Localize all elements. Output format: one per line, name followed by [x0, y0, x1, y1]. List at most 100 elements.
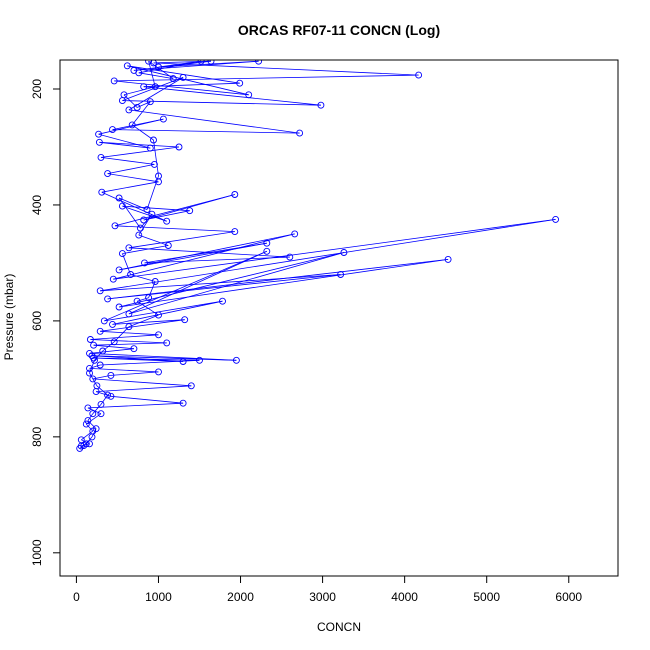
data-point	[125, 310, 133, 318]
series-segment	[114, 74, 419, 82]
series-segment	[138, 213, 153, 236]
series-segment	[153, 139, 159, 177]
series-segment	[104, 250, 267, 322]
data-point	[151, 83, 159, 91]
data-point	[115, 194, 123, 202]
series-segment	[128, 247, 290, 258]
series-segment	[127, 65, 249, 96]
data-point	[146, 98, 154, 106]
series-segment	[96, 385, 192, 392]
series-segment	[138, 234, 169, 246]
data-point	[135, 231, 143, 239]
y-axis-title: Pressure (mbar)	[2, 274, 16, 361]
x-tick-label: 4000	[391, 590, 418, 604]
data-point	[96, 287, 104, 295]
data-point	[196, 356, 203, 364]
data-point	[77, 442, 85, 450]
y-tick-label: 1000	[30, 539, 44, 566]
plot-area	[76, 60, 560, 452]
series-segment	[128, 77, 184, 111]
data-point	[107, 392, 115, 400]
series-group	[76, 60, 560, 452]
data-point	[133, 297, 141, 305]
series-segment	[136, 101, 151, 108]
y-tick-label: 400	[30, 195, 44, 215]
series-segment	[146, 175, 159, 210]
series-segment	[110, 371, 159, 376]
series-segment	[143, 210, 190, 221]
series-segment	[148, 60, 174, 79]
series-segment	[100, 359, 200, 366]
series-segment	[119, 259, 449, 308]
data-point	[337, 271, 345, 278]
data-point	[179, 358, 187, 365]
data-point	[96, 327, 104, 335]
data-point	[125, 244, 133, 252]
data-point	[120, 91, 128, 99]
data-point	[150, 60, 157, 67]
series-segment	[86, 423, 94, 432]
data-point	[89, 410, 97, 418]
data-point	[175, 143, 183, 151]
series-segment	[101, 191, 167, 222]
data-point	[145, 294, 153, 302]
series-segment	[101, 181, 159, 193]
series-segment	[89, 368, 159, 373]
data-point	[90, 341, 98, 349]
series-segment	[100, 157, 155, 165]
series-segment	[122, 100, 321, 106]
data-point	[136, 224, 144, 232]
data-point	[207, 60, 215, 65]
data-point	[89, 375, 97, 383]
series-segment	[94, 350, 104, 361]
data-point	[93, 382, 101, 390]
data-point	[291, 230, 299, 238]
data-point	[118, 250, 126, 258]
data-point	[148, 210, 156, 218]
data-point	[115, 266, 123, 274]
data-point	[179, 73, 187, 81]
data-point	[133, 104, 141, 111]
x-tick-label: 2000	[227, 590, 254, 604]
data-point	[86, 369, 93, 377]
series-segment	[93, 342, 167, 346]
data-point	[296, 129, 304, 137]
data-point	[169, 75, 177, 83]
data-point	[86, 349, 93, 357]
data-point	[143, 206, 151, 214]
series-segment	[122, 205, 167, 222]
y-axis: 200 400 600 800 1000	[30, 79, 61, 566]
data-point	[444, 255, 452, 263]
series-segment	[107, 164, 155, 174]
data-point	[100, 317, 108, 325]
x-tick-label: 6000	[555, 590, 582, 604]
data-point	[146, 144, 154, 152]
x-axis: 0 1000 2000 3000 4000 5000 6000	[73, 575, 582, 604]
data-point	[111, 222, 119, 230]
series-segment	[113, 326, 130, 343]
series-segment	[100, 146, 180, 158]
series-segment	[143, 86, 321, 106]
data-point	[231, 228, 239, 236]
data-point	[130, 345, 138, 353]
series-segment	[92, 404, 102, 414]
data-point	[145, 60, 153, 65]
data-point	[151, 278, 159, 285]
data-point	[140, 83, 148, 91]
series-segment	[87, 402, 184, 409]
data-point	[86, 440, 93, 448]
series-segment	[110, 395, 184, 404]
series-segment	[104, 300, 223, 322]
series-segment	[148, 61, 156, 87]
y-tick-label: 600	[30, 311, 44, 331]
data-point	[231, 191, 239, 198]
data-point	[98, 188, 106, 196]
series-segment	[128, 252, 345, 315]
series-segment	[136, 300, 159, 316]
series-segment	[112, 319, 185, 325]
data-point	[95, 130, 103, 138]
data-point	[255, 60, 263, 65]
series-segment	[91, 355, 184, 362]
series-segment	[114, 80, 249, 96]
